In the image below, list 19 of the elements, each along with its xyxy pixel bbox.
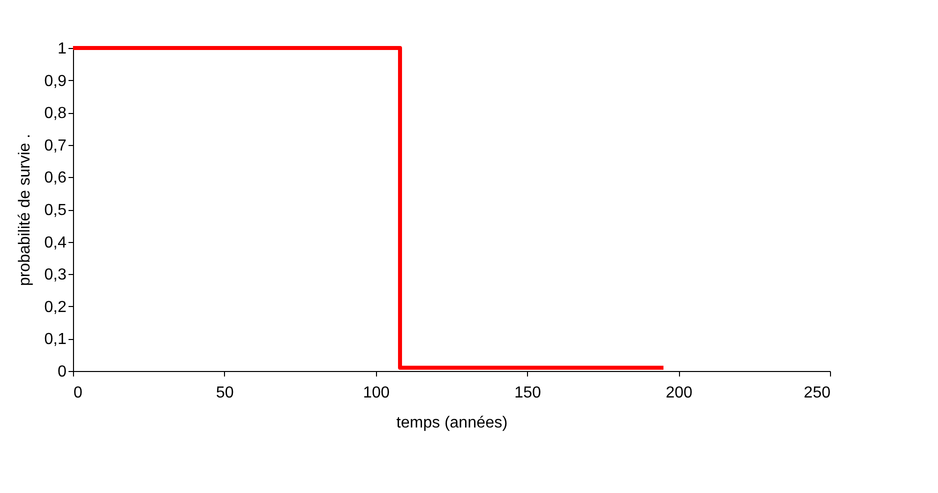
y-tick-label: 1 — [58, 40, 67, 58]
y-tick-label: 0,4 — [44, 234, 67, 252]
y-tick-label: 0,1 — [44, 331, 67, 348]
y-tick-label: 0,2 — [44, 298, 67, 316]
x-tick-label: 200 — [666, 384, 693, 402]
x-axis-title: temps (années) — [396, 414, 508, 432]
x-tick-label: 250 — [804, 384, 831, 402]
x-tick-label: 50 — [216, 384, 234, 402]
y-tick-label: 0 — [58, 364, 67, 380]
y-axis-title: probabilité de survie . — [16, 134, 34, 286]
y-tick-label: 0,9 — [44, 72, 67, 90]
y-tick-label: 0,5 — [44, 202, 67, 219]
x-tick-label: 100 — [362, 384, 390, 402]
y-tick-label: 0,3 — [44, 266, 67, 284]
y-tick-label: 0,7 — [44, 137, 67, 154]
y-tick-label: 0,6 — [44, 170, 67, 187]
y-tick-label: 0,8 — [44, 105, 67, 122]
x-tick-label: 150 — [514, 384, 542, 402]
x-tick-label: 0 — [74, 384, 82, 402]
